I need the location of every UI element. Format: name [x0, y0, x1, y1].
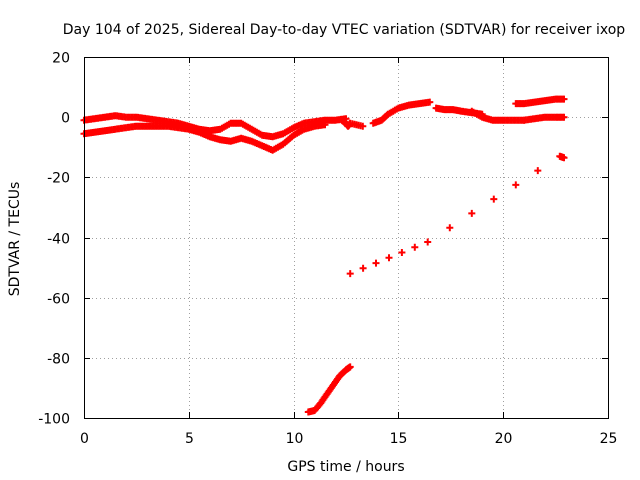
x-tick-label: 25: [600, 431, 618, 447]
x-axis-label: GPS time / hours: [287, 459, 404, 475]
series-group: [512, 95, 568, 108]
data-point: [411, 243, 419, 251]
grid: [84, 57, 608, 418]
data-point: [560, 113, 568, 121]
data-point: [468, 209, 476, 217]
x-tick-label: 0: [80, 431, 89, 447]
data-point: [560, 154, 568, 162]
data-point: [446, 224, 454, 232]
y-axis-label: SDTVAR / TECUs: [7, 182, 23, 297]
data-point: [398, 249, 406, 256]
data-point: [359, 264, 367, 272]
x-tick-label: 10: [286, 431, 304, 447]
data-point: [359, 122, 367, 130]
data-point: [560, 95, 568, 103]
data-point: [424, 238, 432, 246]
data-marks: [80, 95, 568, 416]
y-tick-label: -80: [47, 352, 70, 368]
y-tick-label: -20: [47, 171, 70, 187]
series-group: [338, 116, 367, 130]
data-point: [534, 167, 542, 175]
plot-frame: [84, 57, 609, 419]
data-point: [346, 270, 354, 278]
data-point: [426, 98, 434, 106]
y-tick-label: 20: [52, 51, 70, 67]
series-group: [369, 98, 434, 127]
data-point: [512, 181, 520, 189]
x-tick-label: 15: [390, 431, 408, 447]
data-point: [490, 195, 498, 203]
data-point: [372, 259, 380, 267]
series-group: [346, 152, 568, 278]
y-tick-label: -40: [47, 232, 70, 248]
data-point: [385, 254, 393, 262]
chart-title: Day 104 of 2025, Sidereal Day-to-day VTE…: [63, 22, 626, 38]
y-tick-label: -100: [38, 412, 70, 428]
y-tick-label: 0: [61, 111, 70, 127]
data-point: [321, 121, 329, 129]
series-group: [304, 363, 354, 416]
series-group: [520, 113, 568, 124]
data-point: [346, 363, 354, 371]
x-tick-label: 5: [185, 431, 194, 447]
y-tick-label: -60: [47, 292, 70, 308]
x-tick-label: 20: [495, 431, 513, 447]
